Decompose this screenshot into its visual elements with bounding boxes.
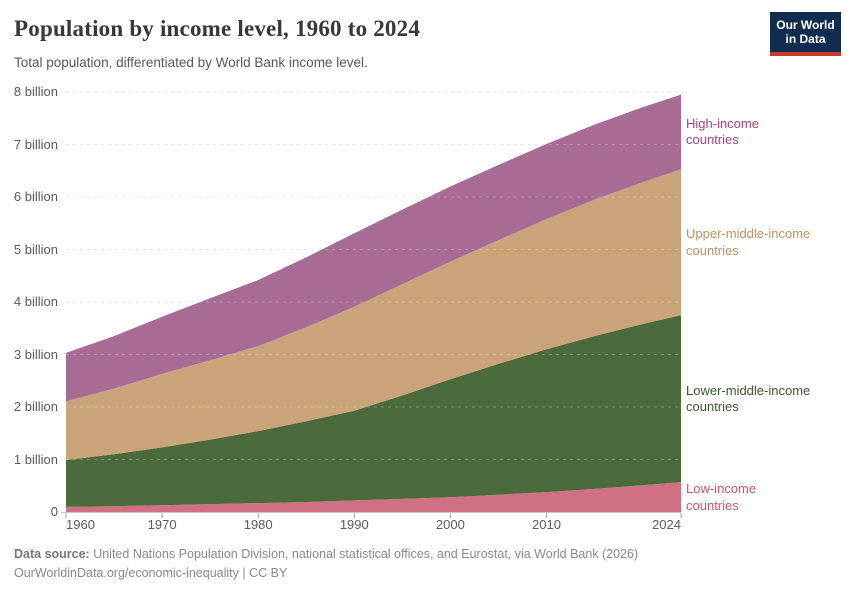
owid-logo-line1: Our World <box>776 18 835 32</box>
area-low-income-countries[interactable] <box>66 482 681 512</box>
owid-logo[interactable]: Our World in Data <box>770 12 841 56</box>
y-tick-label-5-billion: 5 billion <box>13 241 58 257</box>
legend-label-high-income-countries[interactable]: High-income countries <box>686 115 759 148</box>
legend-label-lower-middle-income-countries[interactable]: Lower-middle-income countries <box>686 382 811 415</box>
y-tick-label-4-billion: 4 billion <box>13 294 58 309</box>
data-source-label: Data source: <box>14 547 90 561</box>
legend-label-upper-middle-income-countries[interactable]: Upper-middle-income countries <box>686 226 811 258</box>
data-source-text: United Nations Population Division, nati… <box>89 547 639 561</box>
area-high-income-countries[interactable] <box>66 94 681 402</box>
footer: Data source: United Nations Population D… <box>14 545 638 583</box>
y-tick-label-3-billion: 3 billion <box>13 346 58 362</box>
y-tick-label-7-billion: 7 billion <box>13 136 58 152</box>
x-tick-label-1990: 1990 <box>339 517 369 532</box>
data-source-line: Data source: United Nations Population D… <box>14 545 638 564</box>
y-tick-label-1-billion: 1 billion <box>13 451 58 467</box>
x-tick-label-2000: 2000 <box>435 517 465 532</box>
x-tick-label-2010: 2010 <box>532 517 561 532</box>
x-tick-label-1980: 1980 <box>243 517 273 532</box>
owid-logo-red-bar <box>770 52 841 56</box>
footer-link-line[interactable]: OurWorldinData.org/economic-inequality |… <box>14 566 288 580</box>
chart-title: Population by income level, 1960 to 2024 <box>14 16 421 41</box>
owid-logo-text: Our World in Data <box>770 12 841 52</box>
y-tick-label-2-billion: 2 billion <box>13 399 58 414</box>
legend-label-low-income-countries[interactable]: Low-income countries <box>686 481 757 513</box>
owid-logo-line2: in Data <box>785 32 826 46</box>
area-upper-middle-income-countries[interactable] <box>66 169 681 460</box>
x-tick-label-1970: 1970 <box>147 517 177 532</box>
chart-subtitle: Total population, differentiated by Worl… <box>14 55 368 70</box>
x-tick-label-2024: 2024 <box>652 517 681 532</box>
y-tick-label-6-billion: 6 billion <box>13 189 58 204</box>
y-tick-label-0: 0 <box>50 504 58 519</box>
x-tick-label-1960: 1960 <box>66 517 95 532</box>
y-tick-label-8-billion: 8 billion <box>13 84 58 99</box>
area-lower-middle-income-countries[interactable] <box>66 315 681 507</box>
